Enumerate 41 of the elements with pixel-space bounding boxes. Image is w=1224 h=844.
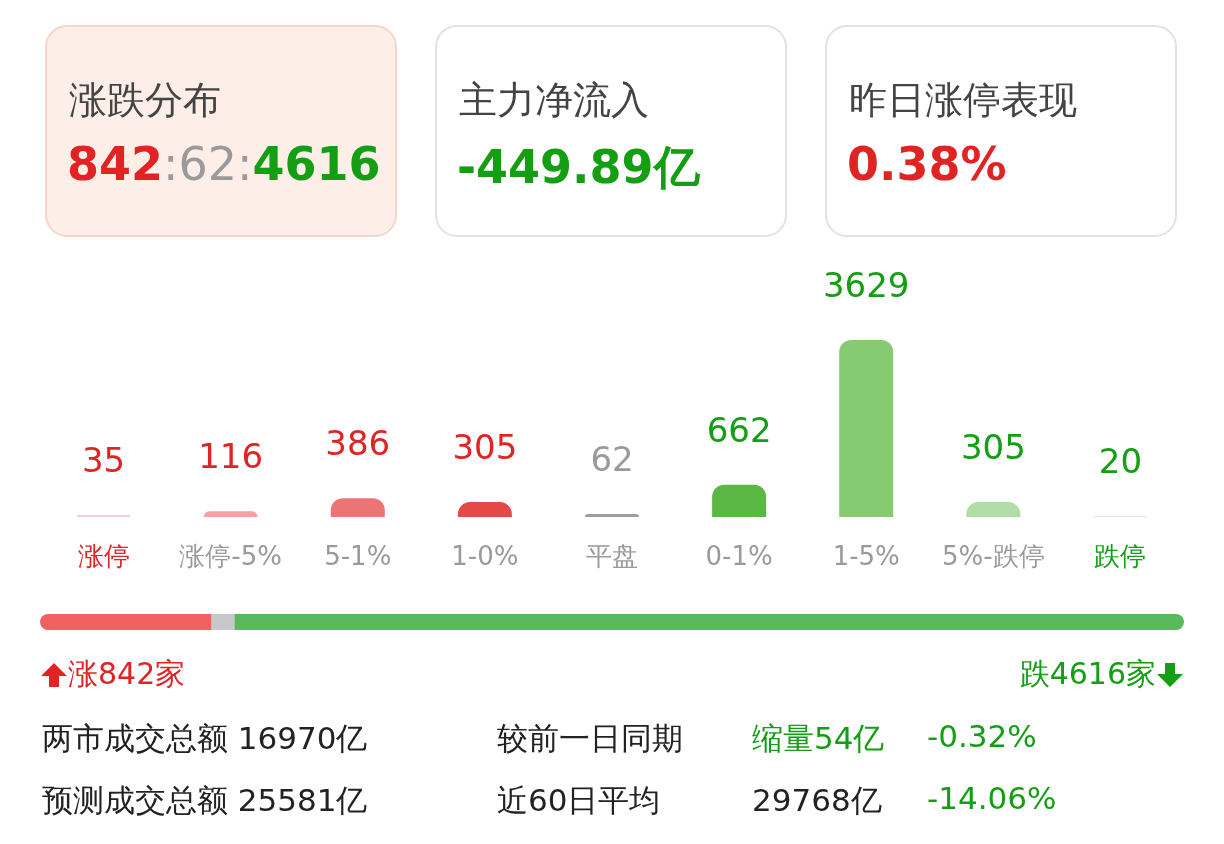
- data-label: 20: [1098, 441, 1143, 482]
- data-label: 62: [590, 438, 634, 479]
- bar: [585, 513, 639, 517]
- text: 4616: [252, 137, 381, 191]
- x-tick-label: 1-0%: [451, 541, 519, 571]
- text: -0.32%: [927, 718, 1037, 754]
- text: 涨842家: [68, 655, 186, 693]
- data-label: 116: [198, 436, 264, 477]
- bar: [330, 498, 385, 517]
- text: 较前一日同期: [497, 719, 683, 758]
- text: 涨跌分布: [69, 77, 221, 124]
- data-label: 305: [452, 427, 518, 468]
- text: 0.38%: [847, 137, 1007, 191]
- data-label: 3629: [822, 265, 910, 305]
- x-tick-label: 平盘: [586, 541, 638, 571]
- data-label: 35: [81, 440, 126, 481]
- bar: [839, 340, 894, 517]
- data-label: 386: [325, 423, 391, 464]
- text: 缩量54亿: [752, 719, 885, 758]
- x-tick-label: 0-1%: [705, 541, 773, 571]
- data-label: 305: [960, 427, 1026, 468]
- x-tick-label: 5-1%: [324, 541, 392, 571]
- text: 预测成交总额 25581亿: [42, 781, 368, 820]
- text: 近60日平均: [497, 781, 661, 820]
- text: -449.89亿: [457, 140, 700, 194]
- data-label: 662: [706, 409, 772, 450]
- x-tick-label: 涨停: [77, 541, 130, 571]
- x-tick-label: 跌停: [1094, 541, 1147, 571]
- text: 昨日涨停表现: [849, 77, 1077, 124]
- text: -14.06%: [927, 780, 1057, 816]
- text: 主力净流入: [459, 77, 649, 124]
- bar: [203, 511, 258, 517]
- text: 29768亿: [752, 781, 882, 820]
- bar: [712, 484, 767, 517]
- text: :62:: [163, 137, 253, 191]
- x-tick-label: 5%-跌停: [942, 541, 1045, 571]
- x-tick-label: 1-5%: [832, 541, 900, 571]
- text: 842: [67, 137, 164, 191]
- x-tick-label: 涨停-5%: [179, 541, 282, 571]
- text: 跌4616家: [1019, 655, 1156, 693]
- text: 两市成交总额 16970亿: [42, 719, 368, 758]
